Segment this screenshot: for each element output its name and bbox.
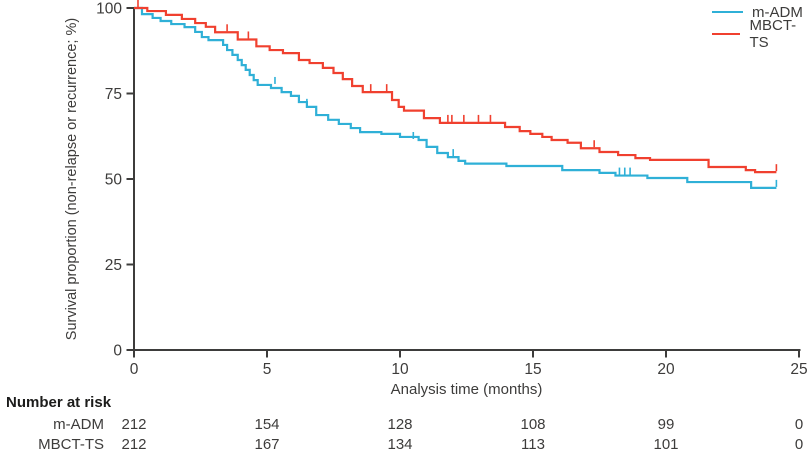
risk-count-m-adm-t10: 128 xyxy=(387,416,413,433)
legend-item-m-adm: m-ADM xyxy=(712,1,810,23)
risk-count-m-adm-t15: 108 xyxy=(520,416,546,433)
risk-table-heading: Number at risk xyxy=(6,394,112,411)
risk-row-label-m-adm: m-ADM xyxy=(53,416,104,433)
m-adm-curve xyxy=(134,6,777,189)
m-adm-line-swatch xyxy=(712,10,743,14)
x-axis-title: Analysis time (months) xyxy=(390,381,543,398)
risk-count-mbct-ts-t25: 0 xyxy=(794,436,804,453)
x-tick-label: 0 xyxy=(130,361,139,378)
risk-row-label-mbct-ts: MBCT-TS xyxy=(38,436,104,453)
risk-count-mbct-ts-t5: 167 xyxy=(254,436,280,453)
legend-label-mbct-ts: MBCT-TS xyxy=(749,17,797,51)
y-tick-label: 25 xyxy=(105,257,122,274)
risk-count-m-adm-t25: 0 xyxy=(794,416,804,433)
y-tick-label: 75 xyxy=(105,86,122,103)
risk-row-m-adm: m-ADM 212 154 128 108 99 0 xyxy=(0,416,810,434)
risk-row-mbct-ts: MBCT-TS 212 167 134 113 101 0 xyxy=(0,436,810,454)
legend-item-mbct-ts: MBCT-TS xyxy=(712,17,810,51)
risk-count-mbct-ts-t0: 212 xyxy=(121,436,147,453)
y-axis-title: Survival proportion (non-relapse or recu… xyxy=(64,17,80,341)
mbct-ts-line-swatch xyxy=(712,32,741,36)
risk-count-m-adm-t5: 154 xyxy=(254,416,280,433)
risk-count-m-adm-t20: 99 xyxy=(657,416,675,433)
y-tick-label: 50 xyxy=(105,172,123,189)
x-tick-label: 15 xyxy=(524,361,541,378)
x-tick-label: 25 xyxy=(790,361,807,378)
y-tick-label: 0 xyxy=(113,343,122,360)
x-tick-label: 10 xyxy=(391,361,409,378)
risk-count-m-adm-t0: 212 xyxy=(121,416,147,433)
risk-count-mbct-ts-t20: 101 xyxy=(653,436,679,453)
y-tick-label: 100 xyxy=(96,1,122,18)
x-tick-label: 20 xyxy=(657,361,675,378)
x-tick-label: 5 xyxy=(263,361,272,378)
mbct-ts-curve xyxy=(134,6,777,174)
risk-count-mbct-ts-t15: 113 xyxy=(521,436,545,453)
risk-count-mbct-ts-t10: 134 xyxy=(387,436,413,453)
legend-label-m-adm: m-ADM xyxy=(752,3,803,21)
legend: m-ADM MBCT-TS xyxy=(712,1,810,51)
